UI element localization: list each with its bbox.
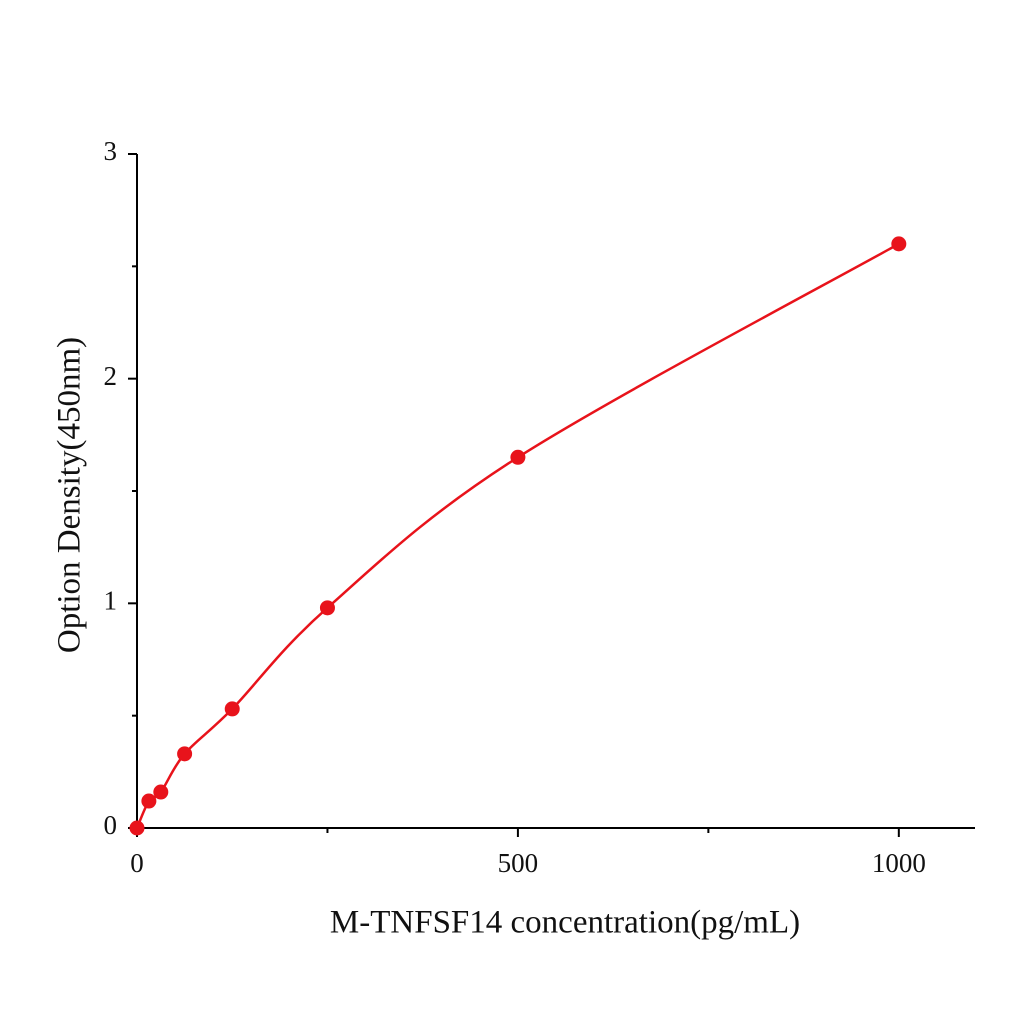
x-tick-label: 0: [130, 848, 144, 878]
x-axis-title: M-TNFSF14 concentration(pg/mL): [330, 905, 800, 941]
data-point: [129, 820, 145, 836]
y-tick-label: 0: [104, 810, 118, 840]
data-point: [510, 449, 526, 465]
data-point: [153, 784, 169, 800]
data-point: [177, 746, 193, 762]
data-point: [224, 701, 240, 717]
data-point: [319, 600, 335, 616]
data-point: [891, 236, 907, 252]
x-tick-label: 1000: [872, 848, 926, 878]
x-tick-label: 500: [498, 848, 539, 878]
y-axis-title: Option Density(450nm): [52, 337, 88, 653]
fit-curve: [135, 242, 900, 829]
data-point: [141, 793, 157, 809]
y-tick-label: 2: [104, 361, 118, 391]
y-tick-label: 1: [104, 586, 118, 616]
y-tick-label: 3: [104, 136, 118, 166]
